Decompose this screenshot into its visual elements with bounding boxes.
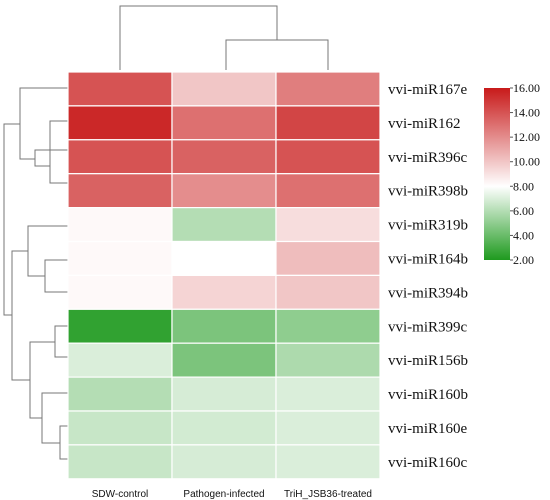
heatmap-cell (275, 240, 381, 277)
row-dendrogram-branch (49, 120, 68, 151)
row-dendrogram-branch (27, 225, 68, 277)
row-dendrogram-branch (11, 250, 30, 381)
colorbar-tick-label: 14.00 (513, 106, 540, 120)
heatmap-cell (275, 274, 381, 310)
row-label: vvi-miR160b (388, 387, 468, 403)
row-dendrogram-branch (19, 87, 68, 160)
heatmap-cell (67, 139, 173, 175)
heatmap-cell (275, 139, 381, 175)
column-dendrogram-branch (119, 5, 278, 70)
colorbar-gradient (484, 88, 510, 260)
row-dendrogram-branch (3, 123, 20, 316)
colorbar-tick-label: 16.00 (513, 81, 540, 95)
column-label: SDW-control (92, 489, 149, 500)
row-dendrogram-branch (54, 325, 68, 358)
row-dendrogram-branch (49, 150, 68, 184)
colorbar-tick-label: 4.00 (513, 228, 534, 242)
row-label: vvi-miR164b (388, 251, 468, 267)
colorbar-tick-label: 12.00 (513, 130, 540, 144)
heatmap-cell (275, 308, 381, 344)
row-label: vvi-miR398b (388, 184, 468, 200)
row-label: vvi-miR396c (388, 150, 468, 166)
heatmap-cell (67, 207, 173, 243)
row-label: vvi-miR394b (388, 285, 468, 301)
heatmap-cell (171, 240, 277, 277)
colorbar-tick-label: 10.00 (513, 155, 540, 169)
colorbar-tick-label: 6.00 (513, 204, 534, 218)
row-dendrogram (3, 87, 68, 460)
heatmap-cell (171, 376, 277, 412)
heatmap-cell (171, 139, 277, 175)
heatmap-cell (171, 444, 277, 480)
column-dendrogram-branch (225, 39, 329, 70)
row-dendrogram-branch (34, 149, 50, 167)
row-label: vvi-miR399c (388, 319, 468, 335)
heatmap-cell (67, 105, 173, 141)
column-dendrogram (119, 5, 329, 70)
heatmap-cell (171, 105, 277, 141)
heatmap-cell (171, 308, 277, 344)
column-label: Pathogen-infected (183, 489, 264, 500)
row-label: vvi-miR160e (388, 421, 468, 437)
heatmap-cell (275, 105, 381, 141)
row-label: vvi-miR162 (388, 116, 461, 132)
heatmap-cell (67, 71, 173, 107)
heatmap-cell (67, 342, 173, 378)
colorbar: 2.00 4.00 6.00 8.00 10.00 12.00 14.00 16.00 (484, 81, 540, 267)
heatmap-cell (275, 376, 381, 412)
colorbar-tick-label: 2.00 (513, 253, 534, 267)
row-dendrogram-branch (41, 392, 68, 444)
heatmap-cell (275, 342, 381, 378)
heatmap-cell (171, 410, 277, 446)
heatmap-cell (275, 410, 381, 446)
colorbar-tick-label: 8.00 (513, 179, 534, 193)
heatmap-cell (171, 71, 277, 107)
heatmap-cell (67, 444, 173, 480)
heatmap-cell (275, 207, 381, 243)
heatmap-cell (275, 71, 381, 107)
row-dendrogram-branch (59, 425, 68, 460)
row-dendrogram-branch (44, 259, 68, 293)
column-labels: SDW-control Pathogen-infected TriH_JSB36-t… (92, 489, 372, 500)
heatmap-cell (67, 410, 173, 446)
colorbar-ticks: 2.00 4.00 6.00 8.00 10.00 12.00 14.00 16.00 (510, 81, 540, 267)
heatmap-cell (275, 444, 381, 480)
row-label: vvi-miR156b (388, 353, 468, 369)
row-labels: vvi-miR167e vvi-miR162 vvi-miR396c vvi-miR3… (388, 82, 468, 471)
column-label: TriH_JSB36-treated (284, 489, 372, 500)
heatmap-cells (67, 71, 381, 480)
row-label: vvi-miR167e (388, 82, 468, 98)
heatmap-cell (67, 173, 173, 209)
heatmap-cell (67, 240, 173, 277)
row-label: vvi-miR319b (388, 218, 468, 234)
heatmap-cell (171, 207, 277, 243)
heatmap-cell (67, 308, 173, 344)
heatmap-cell (171, 342, 277, 378)
heatmap-cell (67, 376, 173, 412)
heatmap-cell (275, 173, 381, 209)
heatmap-cell (171, 274, 277, 310)
row-label: vvi-miR160c (388, 455, 468, 471)
heatmap-cell (67, 274, 173, 310)
heatmap-cell (171, 173, 277, 209)
